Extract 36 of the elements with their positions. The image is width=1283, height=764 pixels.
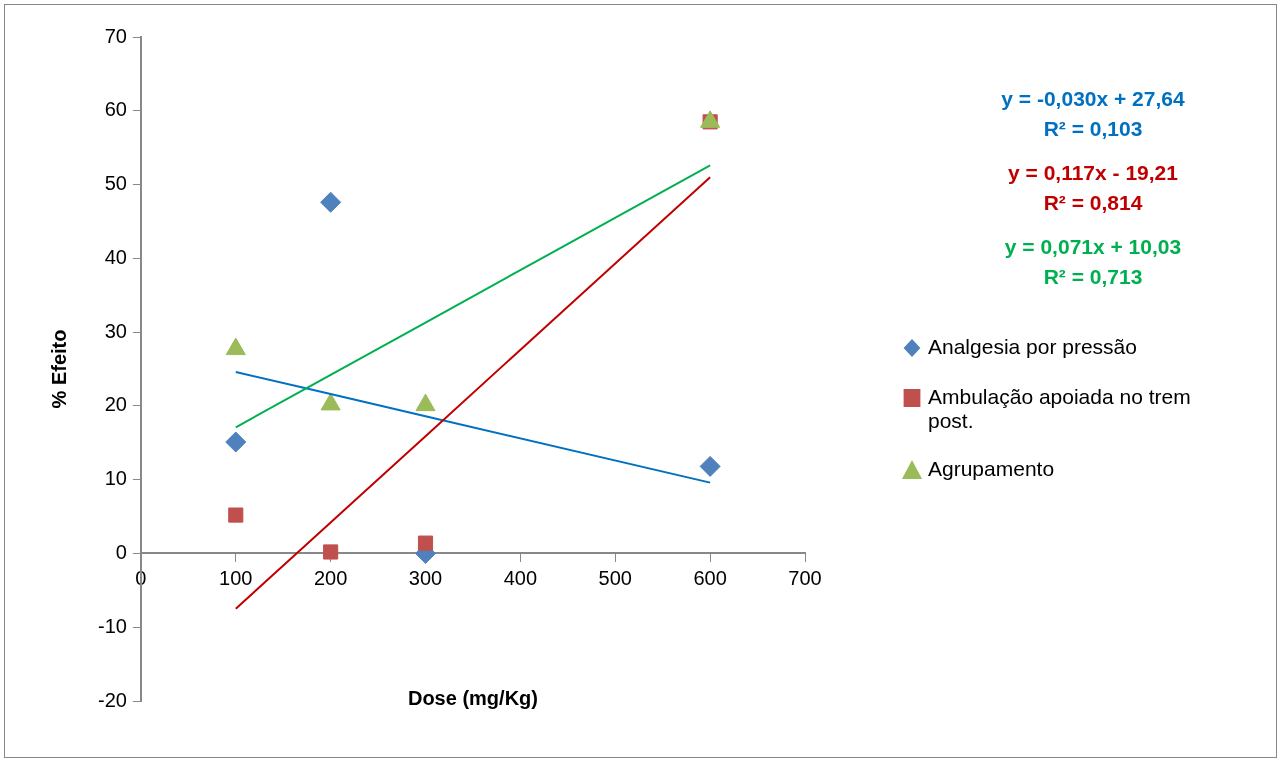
legend-label: Analgesia por pressão xyxy=(928,335,1137,359)
y-tick-label: 40 xyxy=(104,245,127,268)
text: R² = 0,713 xyxy=(1042,264,1144,290)
x-tick-label: 200 xyxy=(313,566,348,589)
point xyxy=(699,455,721,477)
text: y = 0,071x + 10,03 xyxy=(1003,234,1183,260)
point xyxy=(323,544,339,560)
text: y = 0,117x - 19,21 xyxy=(1007,160,1179,186)
y-tick-label: 60 xyxy=(104,98,127,121)
x-tick-label: 600 xyxy=(693,566,727,589)
legend-label: Agrupamento xyxy=(928,457,1055,481)
y-tick-label: 0 xyxy=(115,540,127,563)
text: y = -0,030x + 27,64 xyxy=(1000,86,1186,112)
text: R² = 0,814 xyxy=(1042,190,1144,216)
point xyxy=(320,191,342,213)
x-tick-label: 400 xyxy=(503,566,538,589)
y-tick-label: 10 xyxy=(104,467,127,490)
y-tick-label: -10 xyxy=(98,614,127,637)
y-tick-label: 50 xyxy=(104,172,127,195)
y-tick-label: 30 xyxy=(104,319,127,342)
point xyxy=(228,507,244,523)
point xyxy=(700,110,721,128)
x-tick-label: 300 xyxy=(408,566,443,589)
text: R² = 0,103 xyxy=(1042,116,1144,142)
x-axis-title: Dose (mg/Kg) xyxy=(407,686,538,709)
y-tick-label: -20 xyxy=(98,688,127,711)
y-tick-label: 70 xyxy=(104,24,127,47)
legend-label: Ambulação apoiada no trem post. xyxy=(928,385,1192,433)
point xyxy=(225,431,247,453)
x-tick-label: 700 xyxy=(788,566,822,589)
x-tick-label: 500 xyxy=(598,566,632,589)
y-tick-label: 20 xyxy=(104,393,127,416)
point xyxy=(225,337,246,356)
y-axis-title: % Efeito xyxy=(47,329,70,409)
point xyxy=(417,535,434,551)
x-tick-label: 100 xyxy=(219,566,253,589)
